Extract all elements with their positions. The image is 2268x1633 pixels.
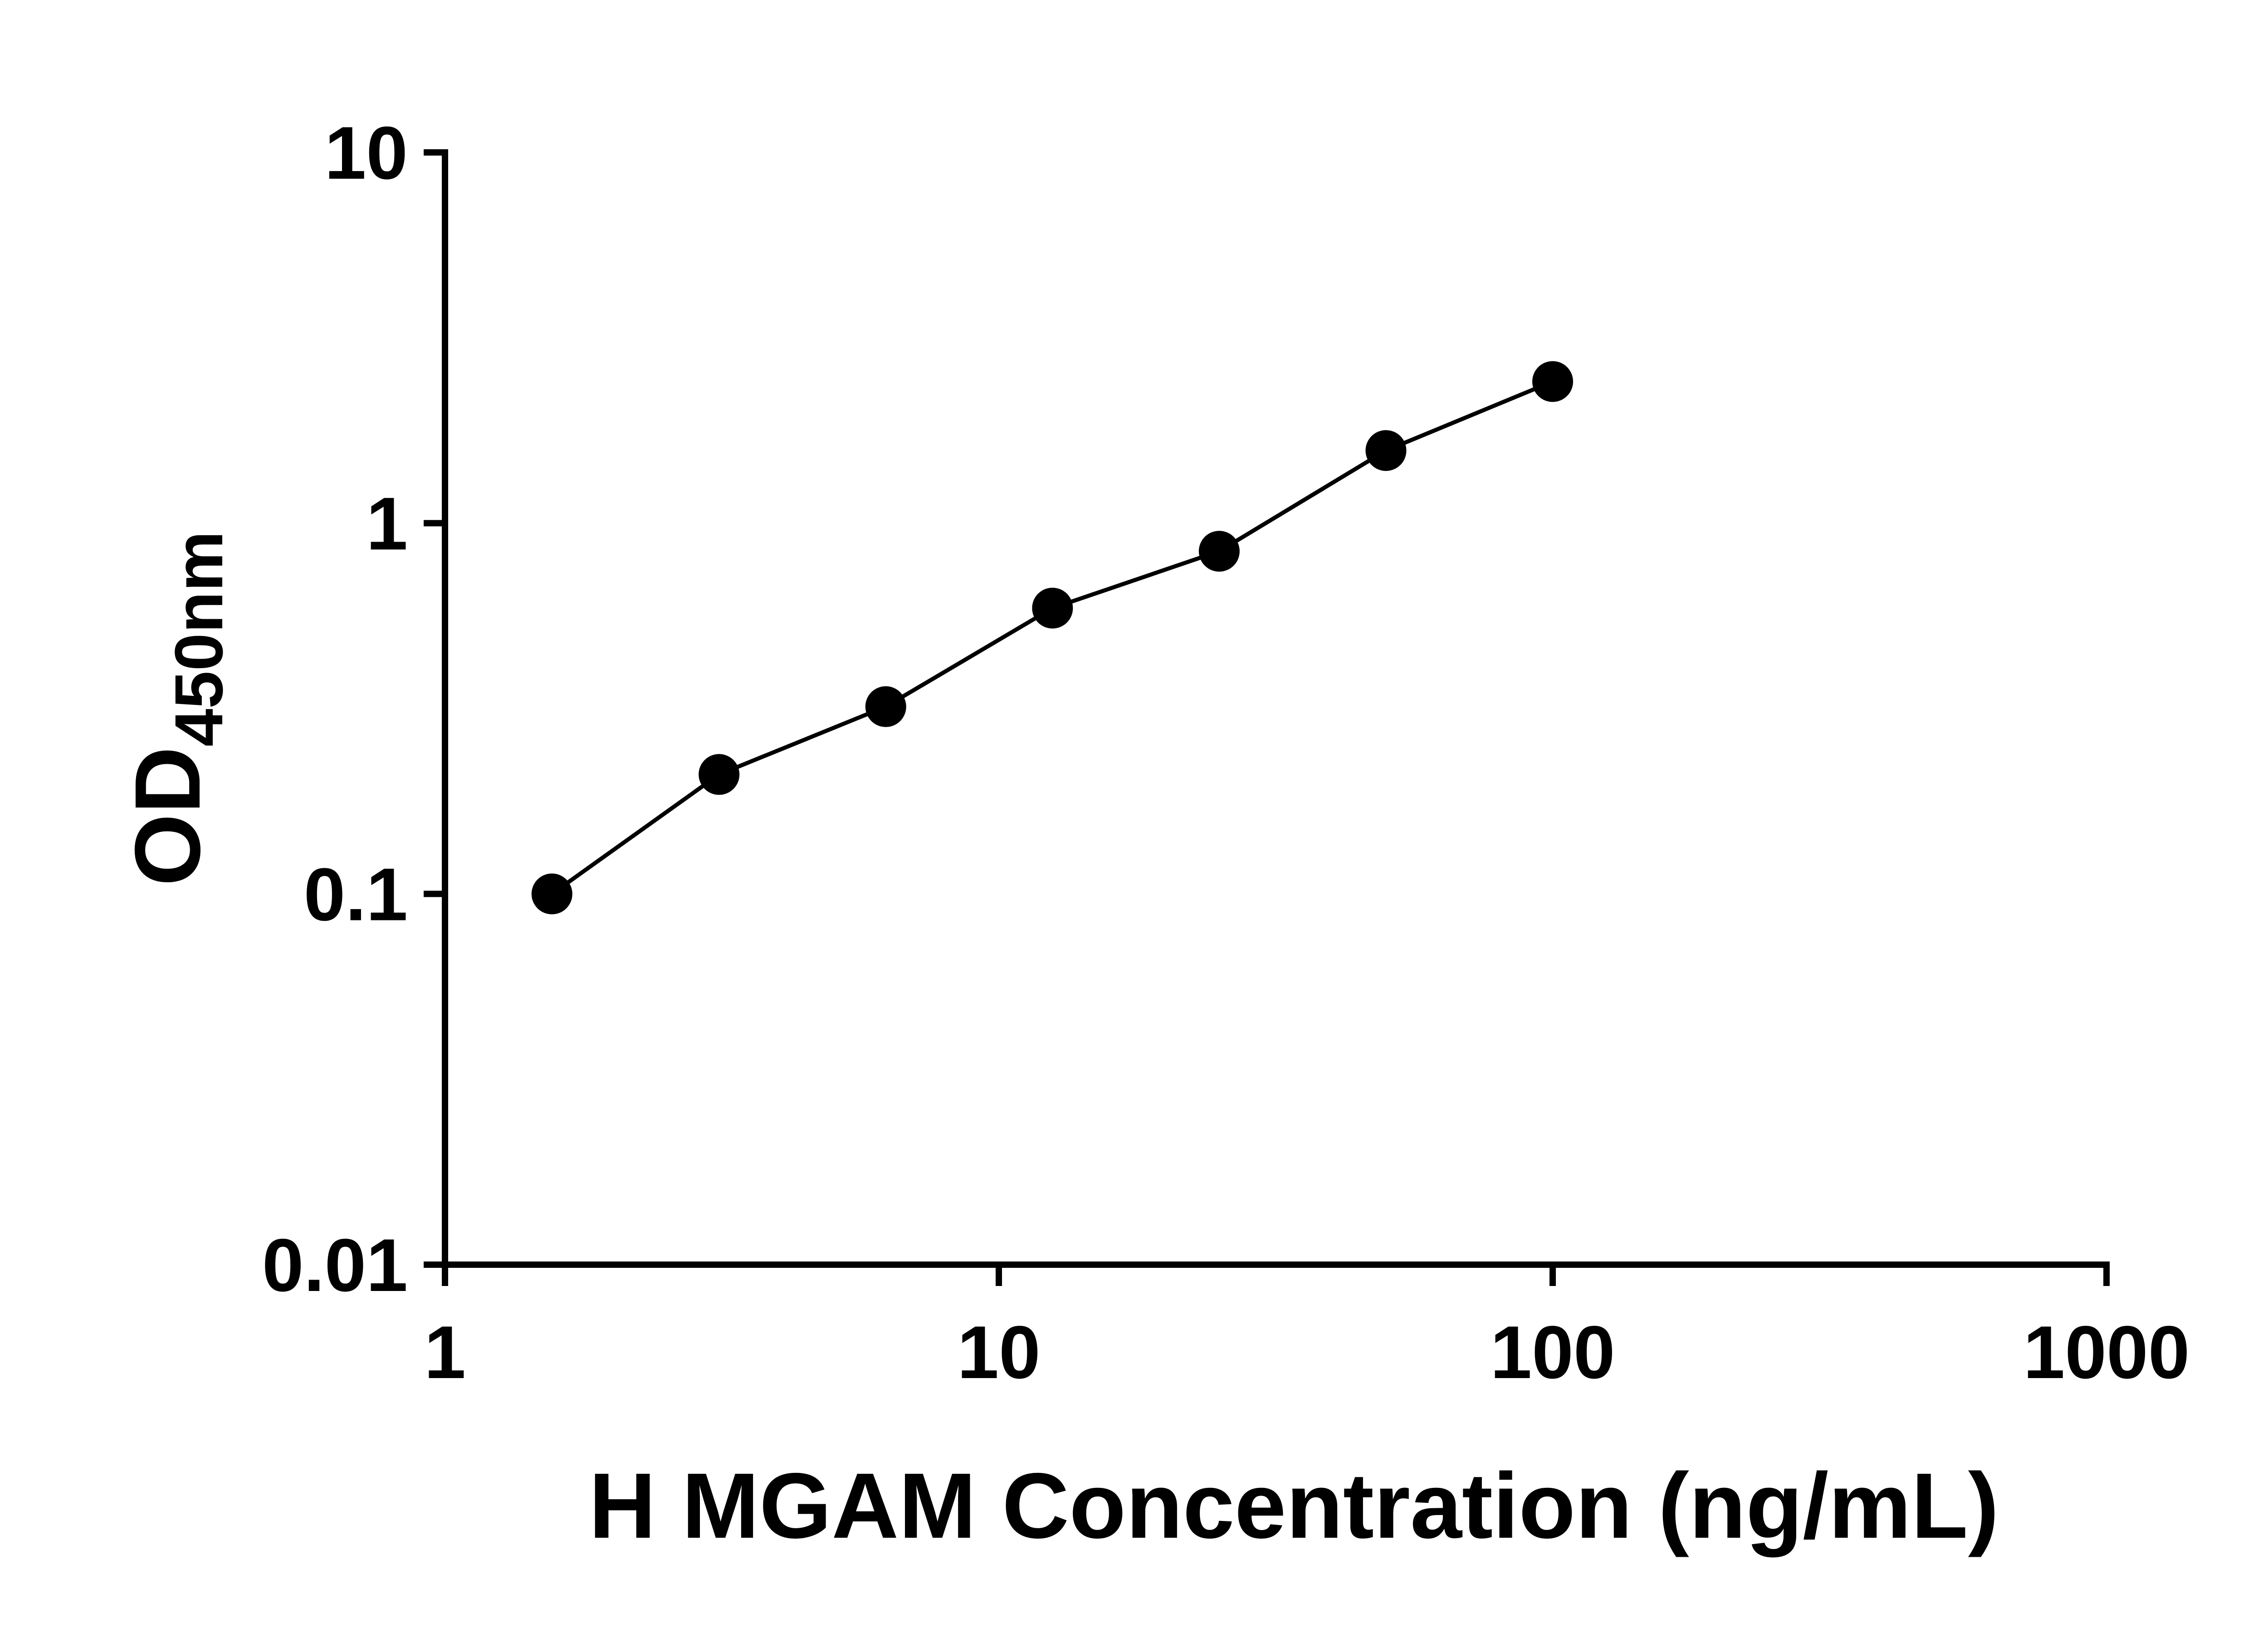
data-point bbox=[1032, 587, 1073, 629]
y-axis-title: OD450nm bbox=[116, 531, 237, 886]
y-tick-label: 1 bbox=[366, 482, 408, 565]
y-axis-title-main: OD bbox=[116, 747, 220, 886]
data-point bbox=[1198, 531, 1240, 572]
data-point bbox=[699, 754, 740, 795]
y-tick-label: 10 bbox=[324, 111, 408, 195]
x-tick-label: 10 bbox=[957, 1310, 1041, 1394]
x-tick-label: 1 bbox=[424, 1310, 466, 1394]
data-point bbox=[531, 873, 572, 914]
y-tick-label: 0.1 bbox=[304, 853, 408, 936]
data-point bbox=[1365, 430, 1407, 471]
x-tick-label: 100 bbox=[1490, 1310, 1615, 1394]
data-point bbox=[1532, 361, 1573, 402]
x-tick-label: 1000 bbox=[2023, 1310, 2190, 1394]
x-axis-title: H MGAM Concentration (ng/mL) bbox=[589, 1454, 1999, 1558]
y-tick-label: 0.01 bbox=[262, 1223, 408, 1307]
data-point bbox=[865, 686, 906, 727]
y-axis-title-subscript: 450nm bbox=[161, 531, 237, 747]
